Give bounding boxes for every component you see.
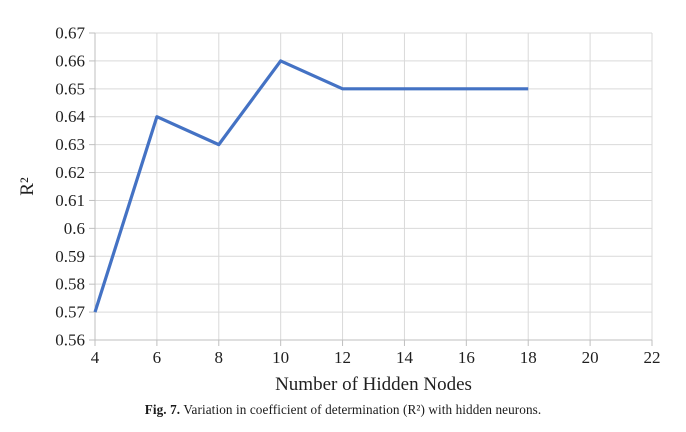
figure-caption: Fig. 7. Variation in coefficient of dete…: [0, 402, 686, 418]
x-axis-title: Number of Hidden Nodes: [275, 374, 472, 395]
y-tick-label: 0.56: [55, 331, 85, 350]
y-tick-label: 0.67: [55, 24, 85, 43]
y-tick-label: 0.64: [55, 107, 85, 126]
y-tick-label: 0.62: [55, 163, 85, 182]
y-tick-label: 0.63: [55, 135, 85, 154]
x-tick-label: 18: [520, 348, 537, 367]
y-tick-label: 0.6: [64, 219, 85, 238]
x-tick-label: 22: [644, 348, 661, 367]
chart-canvas: 0.56 0.57 0.58 0.59 0.6 0.61 0.62 0.63 0.64 0.65 0…: [17, 24, 661, 396]
x-tick-label: 20: [582, 348, 599, 367]
x-tick-label: 10: [272, 348, 289, 367]
y-tick-label: 0.66: [55, 51, 85, 70]
x-tick-label: 6: [153, 348, 162, 367]
y-tick-label: 0.65: [55, 79, 85, 98]
y-tick-label: 0.59: [55, 247, 85, 266]
y-tick-label: 0.58: [55, 275, 85, 294]
x-tick-label: 16: [458, 348, 475, 367]
x-tick-label: 14: [396, 348, 414, 367]
caption-label: Fig. 7.: [144, 402, 181, 417]
series-line: [93, 59, 529, 313]
x-tick-label: 12: [334, 348, 351, 367]
y-axis-title: R²: [17, 177, 38, 196]
x-tick-label: 8: [215, 348, 224, 367]
y-tick-label: 0.57: [55, 303, 85, 322]
y-tick-label: 0.61: [55, 191, 85, 210]
caption-text: Variation in coefficient of determinatio…: [183, 402, 542, 417]
x-tick-label: 4: [91, 348, 100, 367]
chart-area: 0.56 0.57 0.58 0.59 0.6 0.61 0.62 0.63 0.64 0.65 0…: [17, 24, 661, 396]
